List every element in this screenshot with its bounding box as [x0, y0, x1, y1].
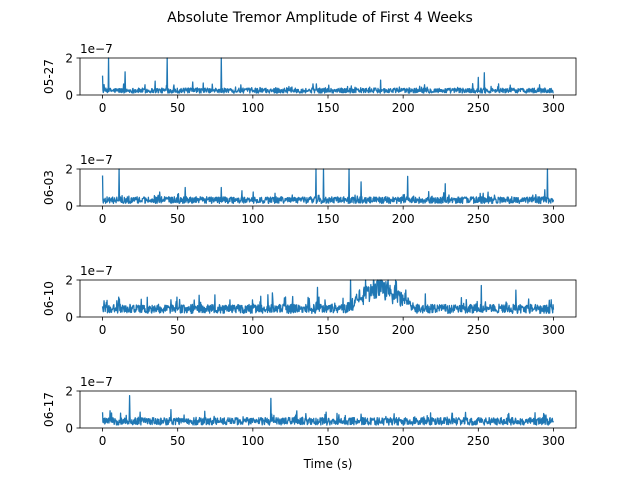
y-tick-label: 2 — [65, 163, 73, 177]
subplot-06-03: 0 50 100 150 200 250 300 0 2 1e−7 06-03 — [42, 153, 577, 226]
y-scale-label: 1e−7 — [80, 153, 113, 167]
x-tick-label: 150 — [317, 323, 340, 337]
subplot-06-17: 0 50 100 150 200 250 300 0 2 1e−7 06-17 — [42, 375, 577, 448]
x-tick-label: 300 — [542, 101, 565, 115]
y-axis-label: 06-10 — [42, 281, 56, 316]
x-tick-label: 0 — [99, 101, 107, 115]
x-tick-label: 50 — [170, 212, 185, 226]
x-tick-label: 100 — [241, 323, 264, 337]
x-tick-label: 200 — [392, 212, 415, 226]
y-scale-label: 1e−7 — [80, 42, 113, 56]
series-line-06-10 — [101, 279, 555, 315]
x-tick-label: 100 — [241, 101, 264, 115]
y-tick-label: 0 — [65, 311, 73, 325]
y-tick-label: 0 — [65, 89, 73, 103]
x-tick-label: 300 — [542, 434, 565, 448]
y-axis-label: 05-27 — [42, 59, 56, 94]
y-axis-label: 06-17 — [42, 392, 56, 427]
y-scale-label: 1e−7 — [80, 375, 113, 389]
y-tick-label: 2 — [65, 52, 73, 66]
x-tick-label: 150 — [317, 212, 340, 226]
x-tick-label: 250 — [467, 323, 490, 337]
x-tick-label: 0 — [99, 212, 107, 226]
x-tick-label: 250 — [467, 212, 490, 226]
y-axis-label: 06-03 — [42, 170, 56, 205]
y-scale-label: 1e−7 — [80, 264, 113, 278]
y-tick-label: 2 — [65, 274, 73, 288]
series-line-06-03 — [101, 168, 555, 205]
x-tick-label: 50 — [170, 434, 185, 448]
chart-title: Absolute Tremor Amplitude of First 4 Wee… — [167, 10, 473, 26]
x-tick-label: 0 — [99, 323, 107, 337]
y-tick-label: 0 — [65, 422, 73, 436]
x-tick-label: 250 — [467, 101, 490, 115]
y-tick-label: 0 — [65, 200, 73, 214]
x-tick-label: 50 — [170, 101, 185, 115]
subplot-05-27: 0 50 100 150 200 250 300 0 2 1e−7 05-27 — [42, 42, 577, 115]
x-tick-label: 150 — [317, 101, 340, 115]
x-tick-label: 100 — [241, 212, 264, 226]
x-tick-label: 200 — [392, 323, 415, 337]
x-tick-label: 250 — [467, 434, 490, 448]
series-line-05-27 — [101, 57, 554, 94]
series-line-06-17 — [101, 394, 555, 426]
x-axis-label: Time (s) — [303, 457, 353, 471]
subplot-06-10: 0 50 100 150 200 250 300 0 2 1e−7 06-10 — [42, 264, 577, 337]
x-tick-label: 200 — [392, 101, 415, 115]
x-tick-label: 50 — [170, 323, 185, 337]
x-tick-label: 300 — [542, 212, 565, 226]
x-tick-label: 200 — [392, 434, 415, 448]
x-tick-label: 300 — [542, 323, 565, 337]
y-tick-label: 2 — [65, 385, 73, 399]
x-tick-label: 0 — [99, 434, 107, 448]
x-tick-label: 150 — [317, 434, 340, 448]
x-tick-label: 100 — [241, 434, 264, 448]
